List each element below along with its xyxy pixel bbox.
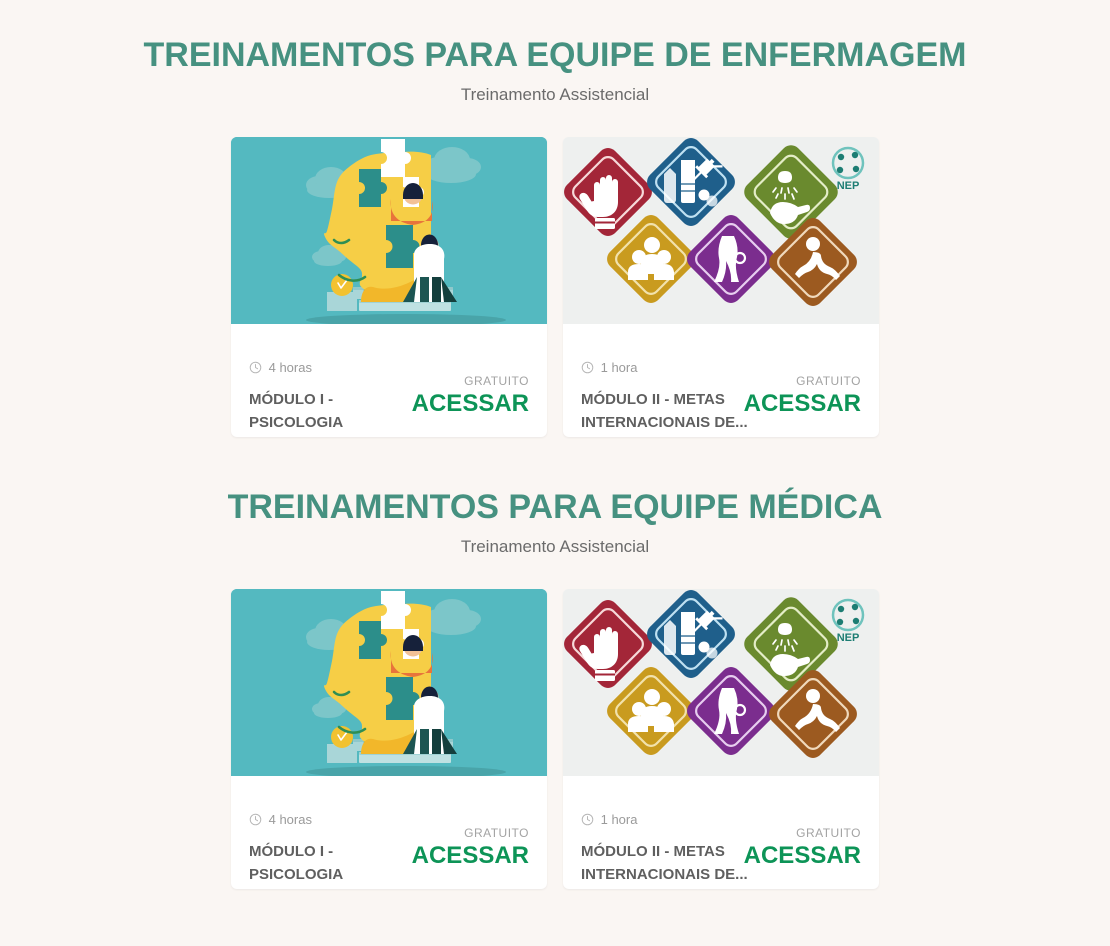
svg-text:NEP: NEP	[837, 632, 860, 644]
svg-text:NEP: NEP	[837, 180, 860, 192]
